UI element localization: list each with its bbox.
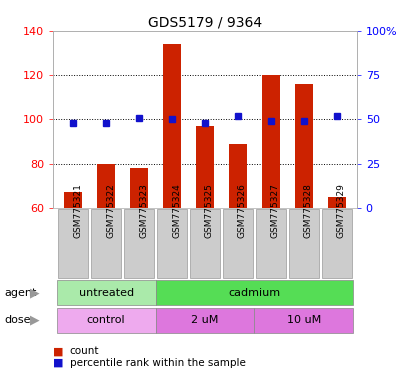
Text: ■: ■ <box>53 358 64 368</box>
Bar <box>130 168 148 208</box>
Bar <box>228 144 247 208</box>
FancyBboxPatch shape <box>56 280 155 305</box>
Text: ▶: ▶ <box>30 314 40 327</box>
Bar <box>294 84 312 208</box>
FancyBboxPatch shape <box>288 209 318 278</box>
Text: GSM775325: GSM775325 <box>204 183 213 238</box>
Bar <box>327 197 345 208</box>
Text: cadmium: cadmium <box>228 288 280 298</box>
Text: GSM775322: GSM775322 <box>106 183 115 238</box>
FancyBboxPatch shape <box>155 308 254 333</box>
FancyBboxPatch shape <box>56 308 155 333</box>
Text: agent: agent <box>4 288 36 298</box>
Text: 2 uM: 2 uM <box>191 315 218 325</box>
Bar <box>64 192 82 208</box>
Text: GSM775329: GSM775329 <box>336 183 345 238</box>
FancyBboxPatch shape <box>91 209 121 278</box>
FancyBboxPatch shape <box>255 209 285 278</box>
FancyBboxPatch shape <box>124 209 154 278</box>
Text: ▶: ▶ <box>30 286 40 299</box>
Text: dose: dose <box>4 315 31 325</box>
FancyBboxPatch shape <box>321 209 351 278</box>
Text: GSM775324: GSM775324 <box>172 183 181 238</box>
Text: GSM775328: GSM775328 <box>303 183 312 238</box>
Text: GSM775327: GSM775327 <box>270 183 279 238</box>
Text: untreated: untreated <box>78 288 133 298</box>
Bar <box>97 164 115 208</box>
Text: GSM775323: GSM775323 <box>139 183 148 238</box>
FancyBboxPatch shape <box>222 209 252 278</box>
Text: count: count <box>70 346 99 356</box>
Bar <box>196 126 213 208</box>
FancyBboxPatch shape <box>155 280 353 305</box>
FancyBboxPatch shape <box>157 209 187 278</box>
Bar <box>162 44 181 208</box>
Text: control: control <box>87 315 125 325</box>
Text: GDS5179 / 9364: GDS5179 / 9364 <box>148 15 261 29</box>
Text: percentile rank within the sample: percentile rank within the sample <box>70 358 245 368</box>
FancyBboxPatch shape <box>58 209 88 278</box>
Bar <box>261 75 279 208</box>
Text: 10 uM: 10 uM <box>286 315 320 325</box>
FancyBboxPatch shape <box>189 209 220 278</box>
FancyBboxPatch shape <box>254 308 353 333</box>
Text: GSM775321: GSM775321 <box>73 183 82 238</box>
Text: ■: ■ <box>53 346 64 356</box>
Text: GSM775326: GSM775326 <box>237 183 246 238</box>
